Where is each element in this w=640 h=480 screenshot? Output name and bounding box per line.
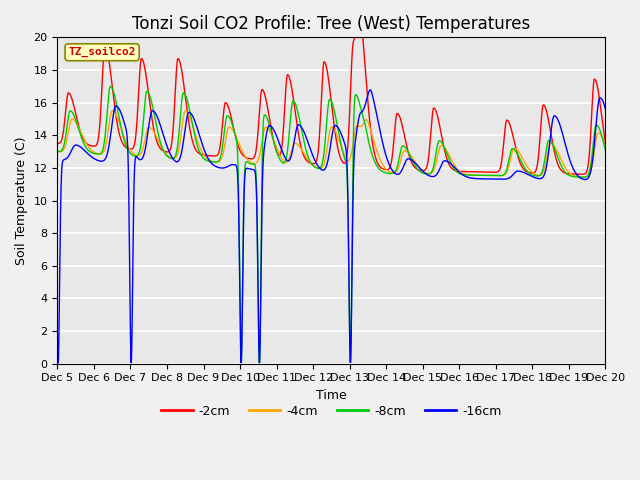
-8cm [148, 103, 156, 109]
-16cm [532, 175, 540, 181]
-2cm [591, 76, 599, 82]
-16cm [148, 108, 156, 114]
-2cm [264, 105, 271, 110]
-2cm [287, 83, 295, 89]
-16cm [116, 108, 124, 114]
Line: -4cm: -4cm [58, 111, 605, 177]
-8cm [116, 120, 124, 125]
-8cm [54, 149, 61, 155]
-4cm [116, 122, 124, 128]
-4cm [602, 143, 609, 148]
-16cm [264, 125, 271, 131]
-8cm [532, 173, 540, 179]
-8cm [288, 104, 296, 109]
-8cm [106, 84, 114, 89]
-4cm [591, 144, 599, 149]
-4cm [287, 148, 295, 154]
-2cm [54, 141, 61, 146]
Line: -2cm: -2cm [58, 37, 605, 174]
-16cm [54, 336, 61, 342]
-2cm [532, 168, 540, 174]
-4cm [580, 174, 588, 180]
-4cm [54, 149, 61, 155]
-2cm [116, 133, 124, 139]
-2cm [602, 141, 609, 147]
Line: -16cm: -16cm [58, 90, 605, 363]
Text: TZ_soilco2: TZ_soilco2 [68, 47, 136, 58]
-2cm [351, 35, 358, 40]
Legend: -2cm, -4cm, -8cm, -16cm: -2cm, -4cm, -8cm, -16cm [156, 400, 506, 423]
-16cm [54, 360, 62, 366]
-4cm [264, 125, 271, 131]
-8cm [237, 360, 245, 366]
Title: Tonzi Soil CO2 Profile: Tree (West) Temperatures: Tonzi Soil CO2 Profile: Tree (West) Temp… [132, 15, 531, 33]
-4cm [532, 172, 540, 178]
-16cm [602, 106, 609, 112]
Y-axis label: Soil Temperature (C): Soil Temperature (C) [15, 136, 28, 265]
-2cm [148, 119, 156, 124]
-2cm [579, 171, 586, 177]
-8cm [264, 118, 272, 123]
X-axis label: Time: Time [316, 389, 347, 402]
-16cm [591, 134, 599, 140]
-4cm [148, 127, 156, 132]
-8cm [602, 147, 609, 153]
-16cm [367, 87, 374, 93]
-8cm [591, 126, 599, 132]
-4cm [182, 108, 189, 114]
Line: -8cm: -8cm [58, 86, 605, 363]
-16cm [287, 152, 295, 158]
